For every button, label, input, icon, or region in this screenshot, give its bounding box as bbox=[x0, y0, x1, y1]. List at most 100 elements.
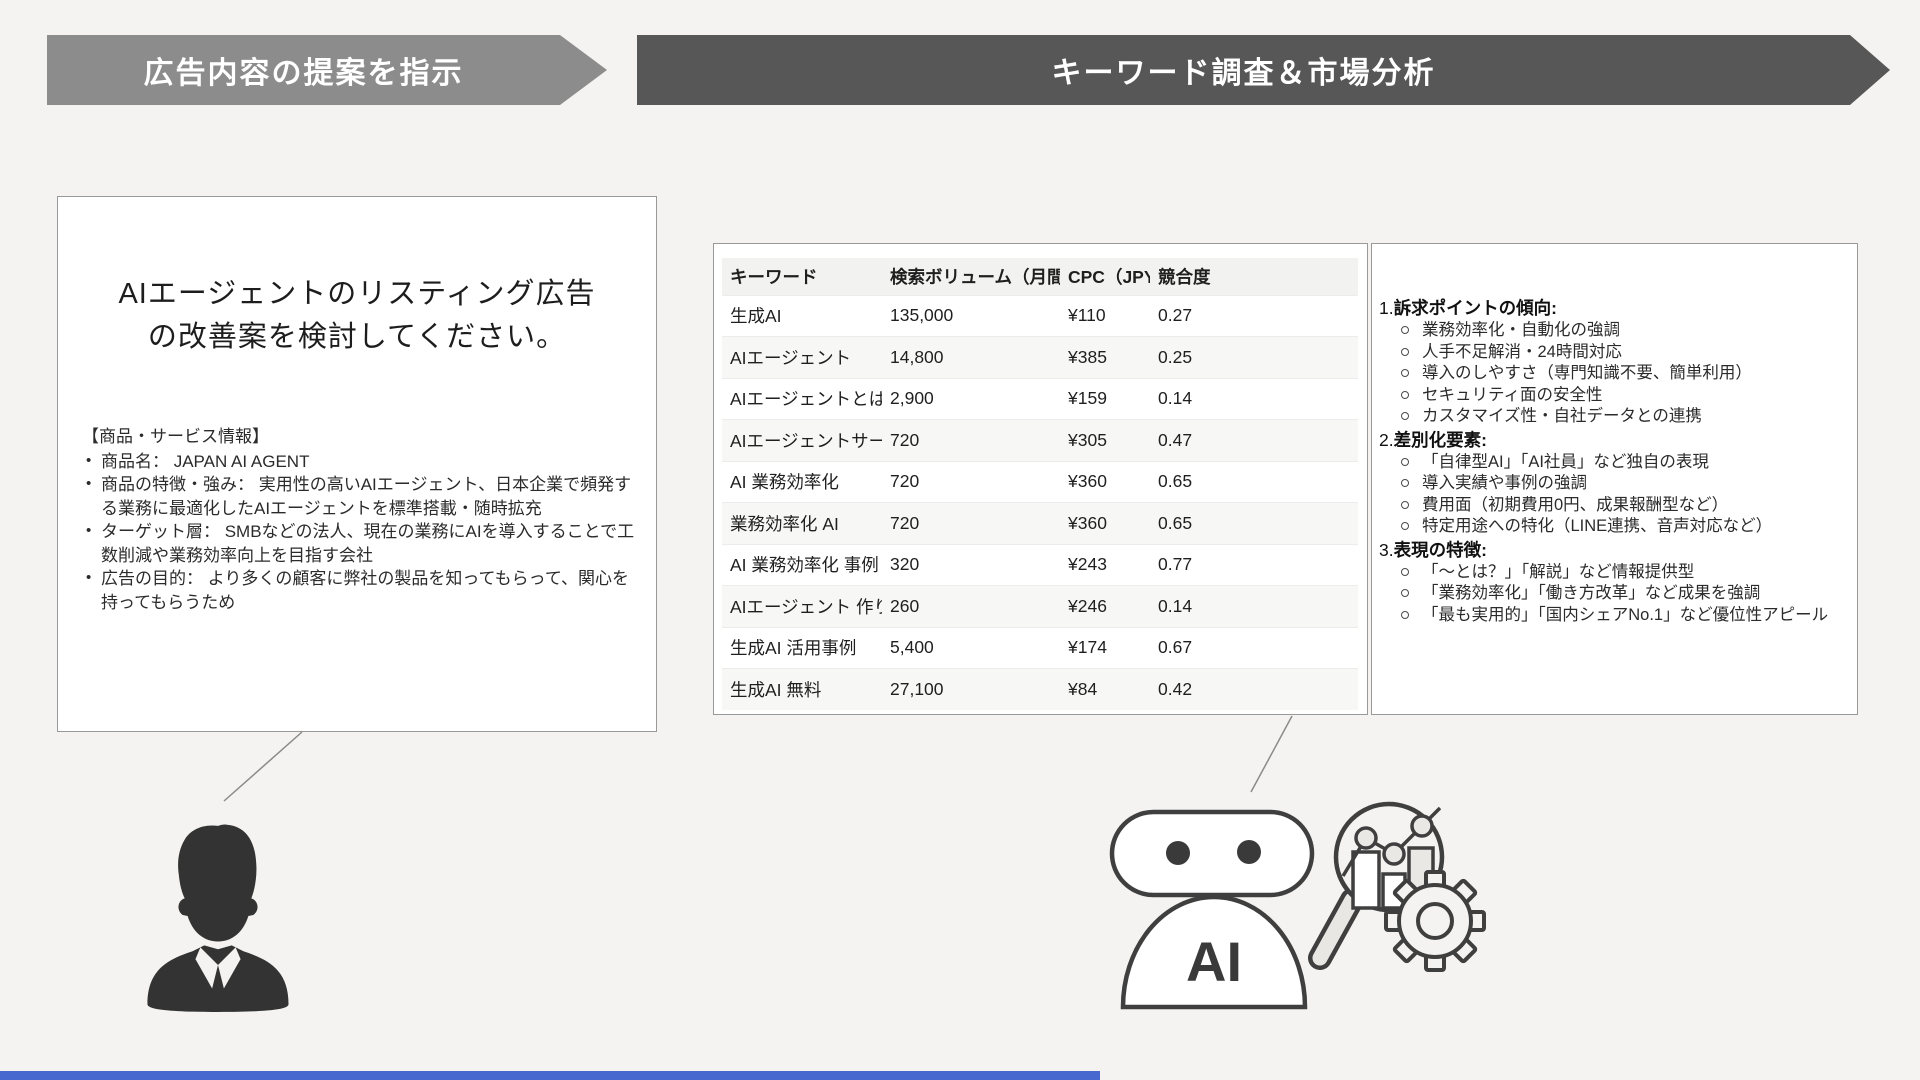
item-text: 費用面（初期費用0円、成果報酬型など） bbox=[1422, 495, 1729, 514]
table-row: 生成AI 135,000 ¥110 0.27 bbox=[722, 294, 1358, 337]
item-text: 業務効率化・自動化の強調 bbox=[1422, 321, 1620, 339]
robot-eye-left bbox=[1166, 841, 1190, 865]
list-item: 「自律型AI」「AI社員」など独自の表現 bbox=[1379, 452, 1847, 474]
instruction-heading: AIエージェントのリスティング広告 の改善案を検討してください。 bbox=[58, 273, 656, 359]
cell-keyword: AIエージェントサービス bbox=[722, 419, 882, 461]
cell-competition: 0.65 bbox=[1150, 502, 1358, 544]
cell-volume: 320 bbox=[882, 543, 1060, 586]
step-banner-keyword-research-label: キーワード調査＆市場分析 bbox=[1051, 57, 1436, 90]
cell-competition: 0.65 bbox=[1150, 460, 1358, 503]
cell-volume: 5,400 bbox=[882, 626, 1060, 669]
keyword-table: キーワード 検索ボリューム（月間） CPC（JPY） 競合度 生成AI135,0… bbox=[722, 258, 1358, 710]
circle-bullet-icon bbox=[1401, 567, 1409, 576]
list-item: 「業務効率化」「働き方改革」など成果を強調 bbox=[1379, 583, 1847, 605]
cell-cpc: ¥305 bbox=[1060, 419, 1150, 461]
col-header-volume: 検索ボリューム（月間） bbox=[882, 258, 1060, 295]
bullet-text: ターゲット層： SMBなどの法人、現在の業務にAIを導入することで工数削減や業務… bbox=[101, 522, 635, 565]
leader-line-right bbox=[1250, 715, 1293, 793]
circle-bullet-icon bbox=[1401, 390, 1409, 399]
list-item: 人手不足解消・24時間対応 bbox=[1379, 342, 1847, 364]
circle-bullet-icon bbox=[1401, 369, 1409, 377]
item-text: カスタマイズ性・自社データとの連携 bbox=[1422, 407, 1702, 425]
analysis-section-title: 1.訴求ポイントの傾向: bbox=[1379, 296, 1847, 320]
instruction-card: AIエージェントのリスティング広告 の改善案を検討してください。 【商品・サービ… bbox=[57, 196, 657, 732]
cell-volume: 14,800 bbox=[882, 336, 1060, 378]
item-text: 特定用途への特化（LINE連携、音声対応など） bbox=[1422, 517, 1773, 535]
cell-competition: 0.27 bbox=[1150, 294, 1358, 337]
cell-keyword: 生成AI 無料 bbox=[722, 668, 882, 710]
cell-cpc: ¥110 bbox=[1060, 294, 1150, 337]
bullet-text: 商品名： JAPAN AI AGENT bbox=[101, 451, 310, 471]
list-item: カスタマイズ性・自社データとの連携 bbox=[1379, 406, 1847, 428]
circle-bullet-icon bbox=[1401, 412, 1409, 420]
item-text: 導入のしやすさ（専門知識不要、簡単利用） bbox=[1422, 364, 1752, 382]
cell-volume: 720 bbox=[882, 460, 1060, 503]
bullet-icon: • bbox=[86, 475, 92, 492]
robot-eye-right bbox=[1237, 840, 1261, 864]
step-banner-instruction-label: 広告内容の提案を指示 bbox=[143, 57, 464, 90]
robot-icon: AI bbox=[1109, 809, 1315, 1010]
bullet-text: 商品の特徴・強み： 実用性の高いAIエージェント、日本企業で頻発する業務に最適化… bbox=[101, 475, 632, 518]
item-text: 「〜とは？」「解説」など情報提供型 bbox=[1422, 562, 1695, 581]
list-item: 導入のしやすさ（専門知識不要、簡単利用） bbox=[1379, 363, 1847, 385]
analysis-section-title: 3.表現の特徴: bbox=[1379, 538, 1847, 562]
step-banner-instruction: 広告内容の提案を指示 bbox=[47, 35, 607, 105]
circle-bullet-icon bbox=[1401, 500, 1409, 509]
cell-competition: 0.25 bbox=[1150, 336, 1358, 378]
section-title-text: 訴求ポイントの傾向: bbox=[1393, 298, 1557, 318]
cell-competition: 0.77 bbox=[1150, 543, 1358, 586]
item-text: 「業務効率化」「働き方改革」など成果を強調 bbox=[1422, 584, 1761, 602]
section-title-text: 差別化要素: bbox=[1393, 429, 1487, 450]
cell-cpc: ¥246 bbox=[1060, 585, 1150, 627]
keyword-table-card: キーワード 検索ボリューム（月間） CPC（JPY） 競合度 生成AI135,0… bbox=[713, 243, 1368, 715]
cell-cpc: ¥243 bbox=[1060, 543, 1150, 586]
ai-analysis-icons: AI bbox=[1109, 801, 1486, 1010]
cell-competition: 0.67 bbox=[1150, 626, 1358, 669]
cell-competition: 0.42 bbox=[1150, 668, 1358, 710]
product-info-title: 【商品・サービス情報】 bbox=[82, 427, 269, 446]
circle-bullet-icon bbox=[1401, 610, 1409, 619]
item-text: 「自律型AI」「AI社員」など独自の表現 bbox=[1422, 452, 1709, 471]
analysis-section-title: 2.差別化要素: bbox=[1379, 428, 1847, 452]
bullet-icon: • bbox=[86, 451, 92, 469]
instruction-heading-line1: AIエージェントのリスティング広告 bbox=[118, 278, 596, 310]
leader-line-left bbox=[223, 731, 303, 802]
list-item: 費用面（初期費用0円、成果報酬型など） bbox=[1379, 495, 1847, 517]
table-header-row: キーワード 検索ボリューム（月間） CPC（JPY） 競合度 bbox=[722, 258, 1358, 295]
cell-keyword: 生成AI bbox=[722, 294, 882, 337]
col-header-competition: 競合度 bbox=[1150, 258, 1358, 295]
table-row: AIエージェントとは 2,900 ¥159 0.14 bbox=[722, 377, 1358, 420]
cell-cpc: ¥385 bbox=[1060, 336, 1150, 378]
businessman-icon bbox=[147, 824, 289, 1012]
circle-bullet-icon bbox=[1401, 479, 1409, 487]
bottom-accent-bar bbox=[0, 1071, 1100, 1080]
item-text: セキュリティ面の安全性 bbox=[1422, 385, 1603, 404]
gear-icon bbox=[1384, 870, 1486, 972]
list-item: 「最も実用的」「国内シェアNo.1」など優位性アピール bbox=[1379, 605, 1847, 627]
cell-keyword: AI 業務効率化 bbox=[722, 460, 882, 503]
cell-volume: 260 bbox=[882, 585, 1060, 627]
bullet-icon: • bbox=[86, 522, 92, 539]
list-item: • ターゲット層： SMBなどの法人、現在の業務にAIを導入することで工数削減や業… bbox=[82, 520, 638, 567]
section-title-text: 表現の特徴: bbox=[1393, 539, 1487, 560]
table-row: AI 業務効率化 事例 320 ¥243 0.77 bbox=[722, 543, 1358, 586]
list-item: 導入実績や事例の強調 bbox=[1379, 473, 1847, 495]
cell-volume: 720 bbox=[882, 419, 1060, 461]
table-row: 業務効率化 AI 720 ¥360 0.65 bbox=[722, 502, 1358, 544]
cell-volume: 27,100 bbox=[882, 668, 1060, 710]
cell-keyword: AI 業務効率化 事例 bbox=[722, 543, 882, 586]
product-info-block: 【商品・サービス情報】 • 商品名： JAPAN AI AGENT • 商品の特徴・… bbox=[82, 425, 638, 614]
cell-competition: 0.14 bbox=[1150, 585, 1358, 627]
circle-bullet-icon bbox=[1401, 326, 1409, 334]
cell-keyword: 生成AI 活用事例 bbox=[722, 626, 882, 669]
cell-keyword: AIエージェント bbox=[722, 336, 882, 378]
cell-volume: 720 bbox=[882, 502, 1060, 544]
list-item: セキュリティ面の安全性 bbox=[1379, 385, 1847, 407]
step-banner-keyword-research: キーワード調査＆市場分析 bbox=[637, 35, 1890, 105]
robot-label: AI bbox=[1186, 930, 1242, 993]
section-number: 2. bbox=[1379, 429, 1394, 450]
list-item: 業務効率化・自動化の強調 bbox=[1379, 320, 1847, 342]
section-number: 3. bbox=[1379, 539, 1394, 560]
